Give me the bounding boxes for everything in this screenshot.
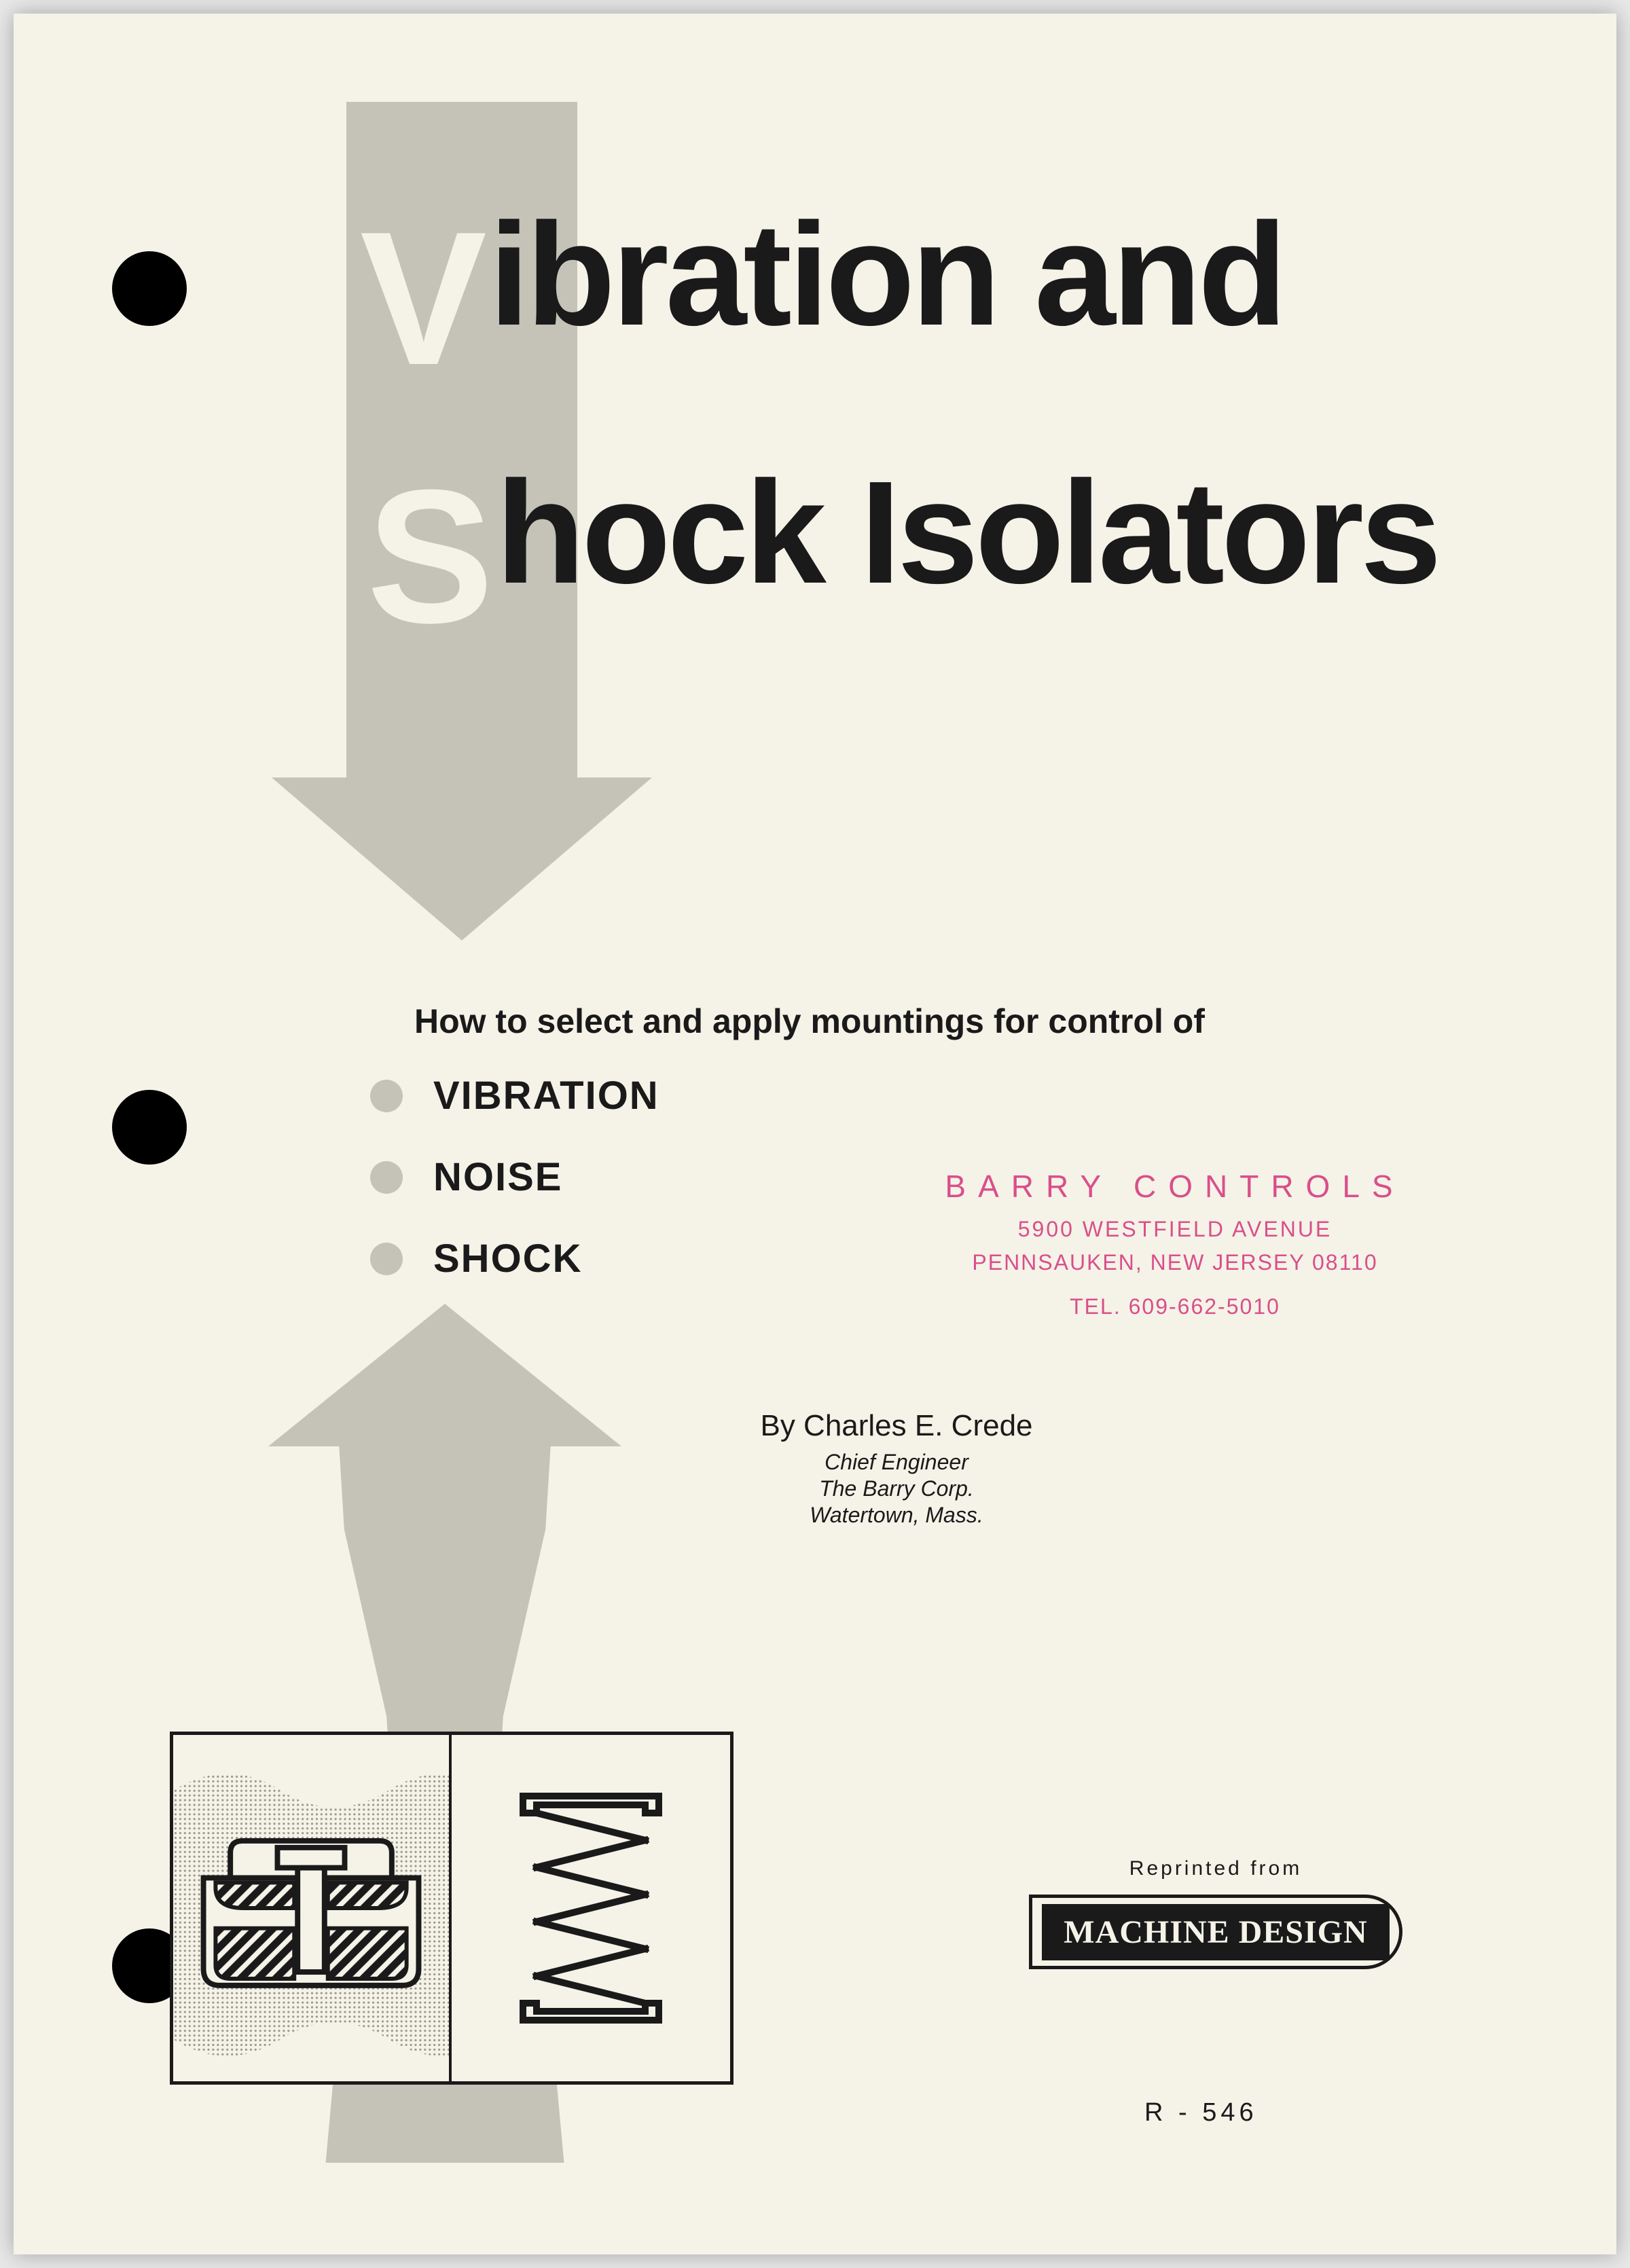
reprinted-label: Reprinted from [1080, 1857, 1352, 1880]
stamp-address-2: PENNSAUKEN, NEW JERSEY 08110 [930, 1250, 1419, 1275]
title-line1: ibration and [489, 190, 1284, 359]
bullet-vibration: VIBRATION [370, 1073, 659, 1118]
magazine-name: MACHINE DESIGN [1042, 1904, 1389, 1960]
magazine-badge: MACHINE DESIGN [1029, 1895, 1402, 1969]
punch-hole [112, 1090, 187, 1165]
bullet-noise: NOISE [370, 1154, 563, 1200]
isolator-svg [173, 1735, 449, 2081]
rubber-isolator-cross-section [173, 1735, 452, 2081]
author-organization: The Barry Corp. [734, 1476, 1060, 1501]
author-byline: By Charles E. Crede [734, 1409, 1060, 1443]
stamp-address-1: 5900 WESTFIELD AVENUE [930, 1217, 1419, 1242]
author-block: By Charles E. Crede Chief Engineer The B… [734, 1409, 1060, 1528]
stamp-telephone: TEL. 609-662-5010 [930, 1294, 1419, 1319]
punch-hole [112, 251, 187, 326]
title-initial-s: S [367, 448, 494, 666]
document-page: V ibration and S hock Isolators How to s… [14, 14, 1616, 2254]
isolator-diagram [170, 1732, 734, 2085]
bullet-shock: SHOCK [370, 1236, 582, 1281]
bullet-dot-icon [370, 1161, 403, 1194]
author-location: Watertown, Mass. [734, 1503, 1060, 1528]
bullet-label: NOISE [433, 1154, 563, 1200]
bullet-dot-icon [370, 1080, 403, 1112]
spring-diagram [452, 1735, 730, 2081]
address-stamp: BARRY CONTROLS 5900 WESTFIELD AVENUE PEN… [930, 1168, 1419, 1319]
subtitle: How to select and apply mountings for co… [414, 1002, 1205, 1041]
bullet-label: VIBRATION [433, 1073, 659, 1118]
title-initial-v: V [360, 190, 480, 408]
bullet-dot-icon [370, 1243, 403, 1275]
spring-svg [503, 1772, 679, 2044]
bullet-label: SHOCK [433, 1236, 582, 1281]
title-line2: hock Isolators [496, 448, 1438, 617]
document-number: R - 546 [1144, 2098, 1258, 2127]
author-title: Chief Engineer [734, 1450, 1060, 1475]
stamp-company: BARRY CONTROLS [930, 1168, 1419, 1205]
